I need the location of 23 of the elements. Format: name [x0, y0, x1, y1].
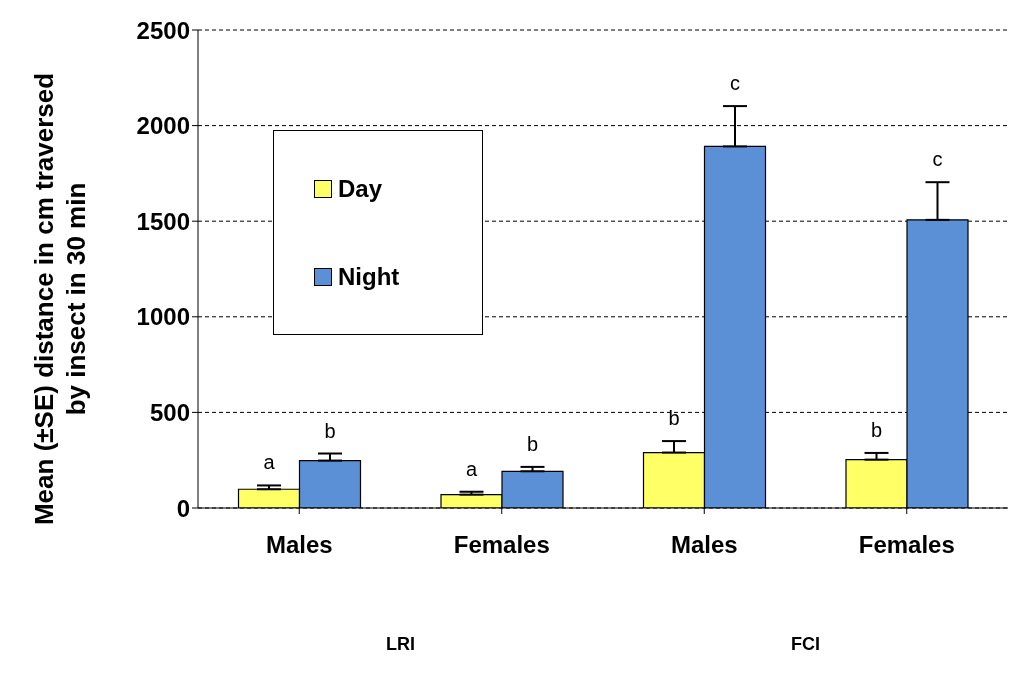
x-tick-label: Males	[670, 531, 738, 559]
data-label: a	[263, 451, 276, 474]
legend-label: Night	[337, 262, 401, 291]
y-tick-label: 1000	[136, 303, 190, 331]
y-axis-title: Mean (±SE) distance in cm traversed by insect in 30 min	[29, 72, 91, 526]
x-tick-label: Males	[265, 531, 333, 559]
text: LRI	[386, 634, 415, 654]
text: FCI	[791, 634, 820, 654]
y-tick-label: 500	[149, 398, 190, 426]
legend-label: Day	[337, 174, 384, 203]
x-tick-label: Females	[858, 531, 955, 559]
y-tick-label: 1500	[136, 207, 190, 235]
data-label: c	[730, 72, 740, 95]
y-tick-label: 2500	[136, 16, 190, 44]
y-tick-label: 0	[176, 494, 190, 522]
data-label: b	[668, 407, 680, 430]
data-label: b	[324, 419, 336, 442]
data-label: b	[526, 432, 539, 455]
data-label: b	[870, 418, 883, 441]
data-label: c	[932, 148, 943, 171]
x-tick-label: Females	[453, 531, 550, 559]
y-tick-label: 2000	[136, 112, 190, 140]
data-label: a	[465, 457, 478, 480]
